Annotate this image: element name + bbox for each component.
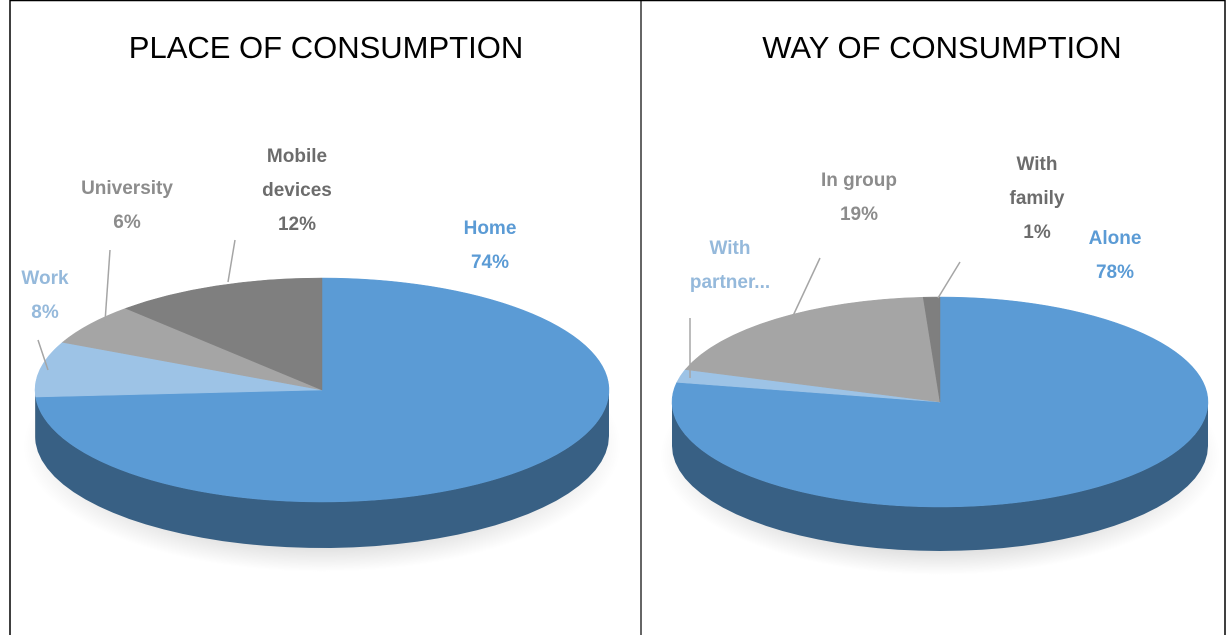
chart-title: PLACE OF CONSUMPTION [128,30,524,65]
leader-line [227,239,236,283]
leader-line [937,261,961,299]
data-label-name: University [81,178,173,199]
leader-line [37,339,49,371]
data-label-name: In group [821,170,897,191]
frame [9,0,1226,635]
leader-line [104,249,111,323]
slice-side [672,402,1208,551]
chart-title: WAY OF CONSUMPTION [762,30,1122,65]
data-label-name: Mobile devices [262,146,332,201]
data-label-value: 74% [470,252,510,273]
data-label-name: Alone [1088,228,1142,249]
slice [124,277,323,391]
data-label-name: Home [463,218,517,239]
data-label-name: With family [1009,154,1065,209]
slice [922,296,941,403]
slice [34,342,323,398]
data-label-value: 78% [1095,262,1135,283]
data-label-name: With partner... [689,238,771,293]
data-label-value: 6% [113,212,141,233]
data-label-value: 12% [277,214,317,235]
leader-line [791,257,821,319]
slice-side [35,390,609,548]
slice [684,296,941,403]
slice [35,277,610,503]
data-label-value: 1% [1023,222,1051,243]
data-label-name: Work [21,268,69,289]
slice-side [35,390,36,444]
data-label-value: 8% [31,302,59,323]
data-label-value: 19% [839,204,879,225]
